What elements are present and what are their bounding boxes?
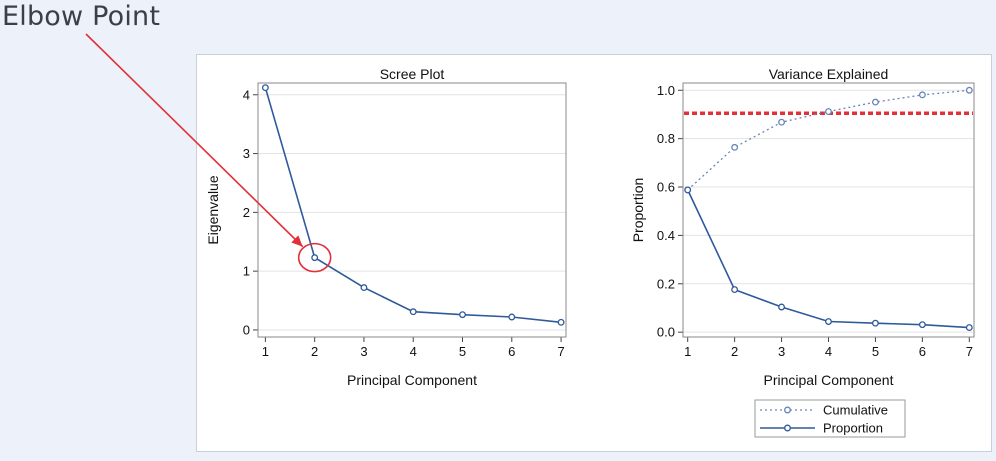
variance-plot-area [678,82,975,342]
scree-y-tick-label: 4 [243,87,250,102]
variance-legend-label: Proportion [823,421,883,436]
scree-chart-title: Scree Plot [380,66,445,82]
variance-cumulative-point [731,143,739,151]
variance-y-tick-label: 0.2 [657,276,675,291]
variance-y-tick-label: 0.6 [657,180,675,195]
variance-proportion-point [731,286,739,294]
scree-x-tick-label: 2 [311,344,318,359]
variance-y-tick-label: 0.8 [657,131,675,146]
scree-plot-frame [257,82,567,338]
elbow-arrow-head [291,235,303,247]
scree-eigenvalue-point [311,254,319,262]
variance-legend-swatch-marker [784,424,791,432]
scree-x-tick-label: 7 [557,344,564,359]
scree-y-tick-label: 3 [243,146,250,161]
variance-proportion-point [684,186,692,194]
scree-x-tick-label: 4 [410,344,417,359]
variance-x-tick-label: 6 [919,344,926,359]
variance-x-tick-label: 3 [778,344,785,359]
variance-x-tick-label: 4 [825,344,832,359]
scree-eigenvalue-point [409,308,417,316]
elbow-highlight-circle [297,242,332,273]
scree-y-axis-label: Eigenvalue [205,175,221,244]
scree-eigenvalue-point [459,311,466,319]
variance-proportion-point [825,318,832,325]
scree-x-tick-label: 3 [360,344,367,359]
variance-x-tick-label: 1 [684,344,691,359]
variance-proportion-point [871,319,879,327]
variance-proportion-point [918,321,926,329]
variance-chart-title: Variance Explained [769,66,889,82]
scree-y-tick-label: 0 [243,322,250,337]
scree-x-tick-label: 1 [262,344,269,359]
variance-proportion-point [778,303,786,311]
scree-y-tick-label: 1 [243,264,250,279]
variance-legend-swatch-marker [784,406,791,414]
figure-panel [196,54,992,452]
variance-x-tick-label: 2 [731,344,738,359]
variance-legend-box [754,399,906,438]
variance-legend-label: Cumulative [823,403,888,418]
variance-y-tick-label: 0.0 [657,325,675,340]
variance-legend [754,399,906,438]
variance-y-tick-label: 0.4 [657,228,675,243]
variance-cumulative-point [918,91,926,99]
variance-cumulative-point [778,118,786,126]
variance-plot-frame [682,82,975,338]
variance-y-axis-label: Proportion [630,178,646,243]
variance-cumulative-line [687,89,970,191]
variance-proportion-point [965,324,973,332]
variance-x-axis-label: Principal Component [764,372,894,388]
scree-eigenvalue-point [360,284,368,292]
scree-eigenvalue-point [261,84,269,92]
scree-x-tick-label: 5 [459,344,466,359]
variance-cumulative-point [825,108,832,115]
scree-plot-area [253,82,567,342]
variance-y-tick-label: 1.0 [657,83,675,98]
scree-x-tick-label: 6 [508,344,515,359]
scree-eigenvalue-point [508,313,516,321]
elbow-arrow-line [85,33,304,248]
variance-cumulative-point [871,98,879,106]
scree-eigenvalue-point [557,318,565,326]
scree-y-tick-label: 2 [243,205,250,220]
scree-x-axis-label: Principal Component [347,372,477,388]
variance-proportion-line [686,189,970,329]
variance-x-tick-label: 7 [966,344,973,359]
variance-cumulative-point [965,86,973,94]
scree-eigenvalue-line [264,87,562,324]
elbow-point-annotation-label: Elbow Point [2,1,161,32]
variance-x-tick-label: 5 [872,344,879,359]
